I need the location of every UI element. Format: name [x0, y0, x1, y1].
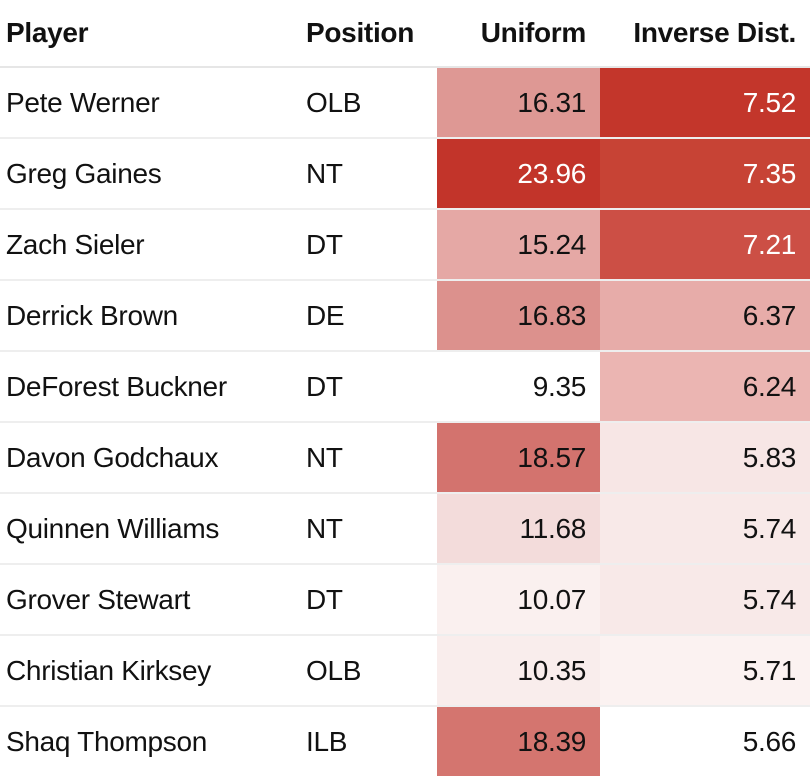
position-cell: DE [305, 280, 437, 352]
uniform-cell: 9.35 [437, 351, 600, 423]
uniform-cell: 18.57 [437, 422, 600, 494]
player-cell: Christian Kirksey [0, 635, 305, 707]
inverse-dist-cell: 7.52 [600, 67, 810, 139]
position-cell: ILB [306, 725, 348, 757]
inverse-dist-cell: 5.71 [600, 635, 810, 707]
uniform-cell: 10.07 [437, 564, 600, 636]
player-cell: Davon Godchaux [0, 422, 305, 494]
inverse-dist-cell: 6.37 [600, 280, 810, 352]
table-row: Christian Kirksey OLB 10.35 5.71 [0, 635, 810, 707]
table-row: DeForest Buckner DT 9.35 6.24 [0, 351, 810, 423]
position-cell: NT [305, 493, 437, 565]
uniform-cell: 18.39 [437, 706, 600, 776]
table-row: Pete Werner OLB 16.31 7.52 [0, 67, 810, 139]
inverse-dist-cell: 5.74 [600, 564, 810, 636]
player-cell: Derrick Brown [0, 280, 305, 352]
inverse-dist-cell: 5.74 [600, 493, 810, 565]
table-row: Shaq Thompson ILB 18.39 5.66 [0, 706, 810, 776]
column-header-uniform: Uniform [437, 0, 600, 68]
table-row: Grover Stewart DT 10.07 5.74 [0, 564, 810, 636]
player-cell: Greg Gaines [0, 138, 305, 210]
column-header-inverse-dist: Inverse Dist. [600, 0, 810, 68]
position-cell: NT [305, 138, 437, 210]
header-row: Player Position Uniform Inverse Dist. [0, 0, 810, 68]
column-header-position: Position [305, 0, 437, 68]
uniform-cell: 16.83 [437, 280, 600, 352]
inverse-dist-cell: 7.21 [600, 209, 810, 281]
player-cell: Shaq Thompson [6, 725, 208, 757]
uniform-cell: 15.24 [437, 209, 600, 281]
player-cell: Pete Werner [0, 67, 305, 139]
table-row: Davon Godchaux NT 18.57 5.83 [0, 422, 810, 494]
position-cell: NT [305, 422, 437, 494]
position-cell: OLB [305, 635, 437, 707]
inverse-dist-cell: 5.66 [600, 706, 810, 776]
uniform-cell: 10.35 [437, 635, 600, 707]
player-cell: Quinnen Williams [0, 493, 305, 565]
uniform-cell: 23.96 [437, 138, 600, 210]
table-header: Player Position Uniform Inverse Dist. [0, 0, 810, 68]
column-header-player: Player [0, 0, 305, 68]
player-cell: Zach Sieler [0, 209, 305, 281]
position-cell: DT [305, 564, 437, 636]
uniform-cell: 11.68 [437, 493, 600, 565]
position-cell: DT [305, 209, 437, 281]
player-cell: DeForest Buckner [0, 351, 305, 423]
inverse-dist-cell: 6.24 [600, 351, 810, 423]
table-row: Zach Sieler DT 15.24 7.21 [0, 209, 810, 281]
table-row: Greg Gaines NT 23.96 7.35 [0, 138, 810, 210]
table-row: Quinnen Williams NT 11.68 5.74 [0, 493, 810, 565]
position-cell: DT [305, 351, 437, 423]
inverse-dist-cell: 5.83 [600, 422, 810, 494]
table-body: Pete Werner OLB 16.31 7.52 Greg Gaines N… [0, 67, 810, 776]
uniform-cell: 16.31 [437, 67, 600, 139]
inverse-dist-cell: 7.35 [600, 138, 810, 210]
player-cell: Grover Stewart [0, 564, 305, 636]
table-row: Derrick Brown DE 16.83 6.37 [0, 280, 810, 352]
position-cell: OLB [305, 67, 437, 139]
